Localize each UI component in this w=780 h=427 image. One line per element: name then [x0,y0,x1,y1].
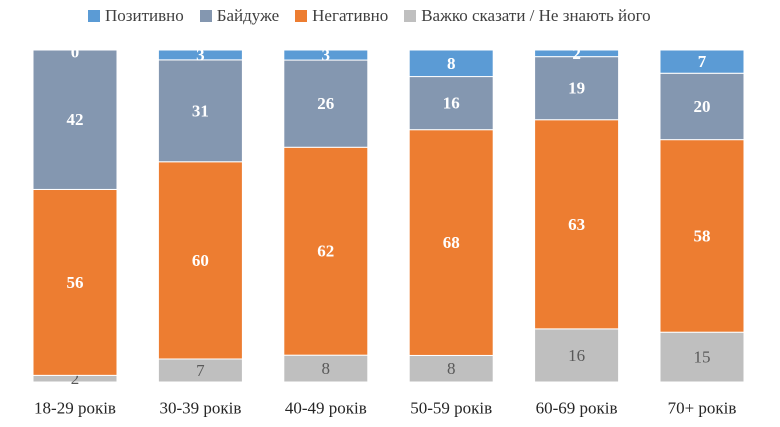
bar-segment-1-0 [32,188,118,376]
data-label-0-4: 16 [568,346,585,365]
bar-segment-2-0 [32,49,118,190]
legend-swatch-negative [295,10,308,22]
data-label-1-5: 58 [694,226,711,245]
data-label-2-4: 19 [568,79,585,98]
data-label-0-0: 2 [71,369,80,388]
legend-label-positive: Позитивно [105,6,184,25]
x-tick-label-5: 70+ років [668,399,737,418]
x-tick-label-0: 18-29 років [34,399,116,418]
data-label-0-1: 7 [196,361,205,380]
bar-segment-2-4 [534,56,620,121]
bar-segment-1-1 [157,161,243,360]
bar-segment-1-4 [534,119,620,330]
bar-segment-0-2 [283,354,369,383]
data-label-2-2: 26 [317,94,334,113]
data-label-1-0: 56 [67,273,84,292]
data-label-1-2: 62 [317,242,334,261]
x-tick-label-3: 50-59 років [410,399,492,418]
data-label-2-5: 20 [694,97,711,116]
bar-segment-3-1 [157,49,243,61]
data-label-3-2: 3 [322,46,331,65]
x-tick-label-4: 60-69 років [536,399,618,418]
bar-segment-0-3 [408,354,494,383]
bar-segment-2-2 [283,59,369,148]
x-tick-label-1: 30-39 років [159,399,241,418]
data-label-0-5: 15 [694,348,711,367]
legend-label-indifferent: Байдуже [216,6,280,25]
data-label-3-0: 0 [71,43,80,62]
data-label-0-2: 8 [322,359,331,378]
legend-swatch-hard-to-say [404,10,417,22]
legend-item-hard-to-say: Важко сказати / Не знають його [404,6,651,26]
legend-item-positive: Позитивно [88,6,184,26]
data-label-3-5: 7 [698,52,707,71]
data-label-1-1: 60 [192,251,209,270]
bar-segment-1-2 [283,146,369,356]
bar-segment-3-5 [659,49,745,74]
bar-segment-0-4 [534,328,620,383]
bar-segment-2-3 [408,76,494,131]
data-label-2-3: 16 [443,94,460,113]
bar-segment-2-5 [659,72,745,141]
bar-segment-0-5 [659,331,745,383]
data-label-2-0: 42 [67,110,84,129]
data-label-3-3: 8 [447,54,456,73]
legend-label-negative: Негативно [312,6,389,25]
bar-segment-3-3 [408,49,494,78]
data-label-3-1: 3 [196,45,205,64]
legend: Позитивно Байдуже Негативно Важко сказат… [88,6,651,26]
data-label-1-4: 63 [568,215,585,234]
x-tick-label-2: 40-49 років [285,399,367,418]
legend-label-hard-to-say: Важко сказати / Не знають його [421,6,651,25]
bar-segment-3-4 [534,49,620,58]
data-label-3-4: 2 [572,44,581,63]
legend-swatch-indifferent [199,10,212,22]
legend-swatch-positive [88,10,100,22]
bar-segment-3-2 [283,49,369,61]
data-label-0-3: 8 [447,359,456,378]
data-label-2-1: 31 [192,101,209,120]
bar-segment-1-5 [659,139,745,333]
legend-item-negative: Негативно [295,6,388,26]
legend-item-indifferent: Байдуже [199,6,280,26]
bar-segment-2-1 [157,59,243,163]
data-label-1-3: 68 [443,233,460,252]
